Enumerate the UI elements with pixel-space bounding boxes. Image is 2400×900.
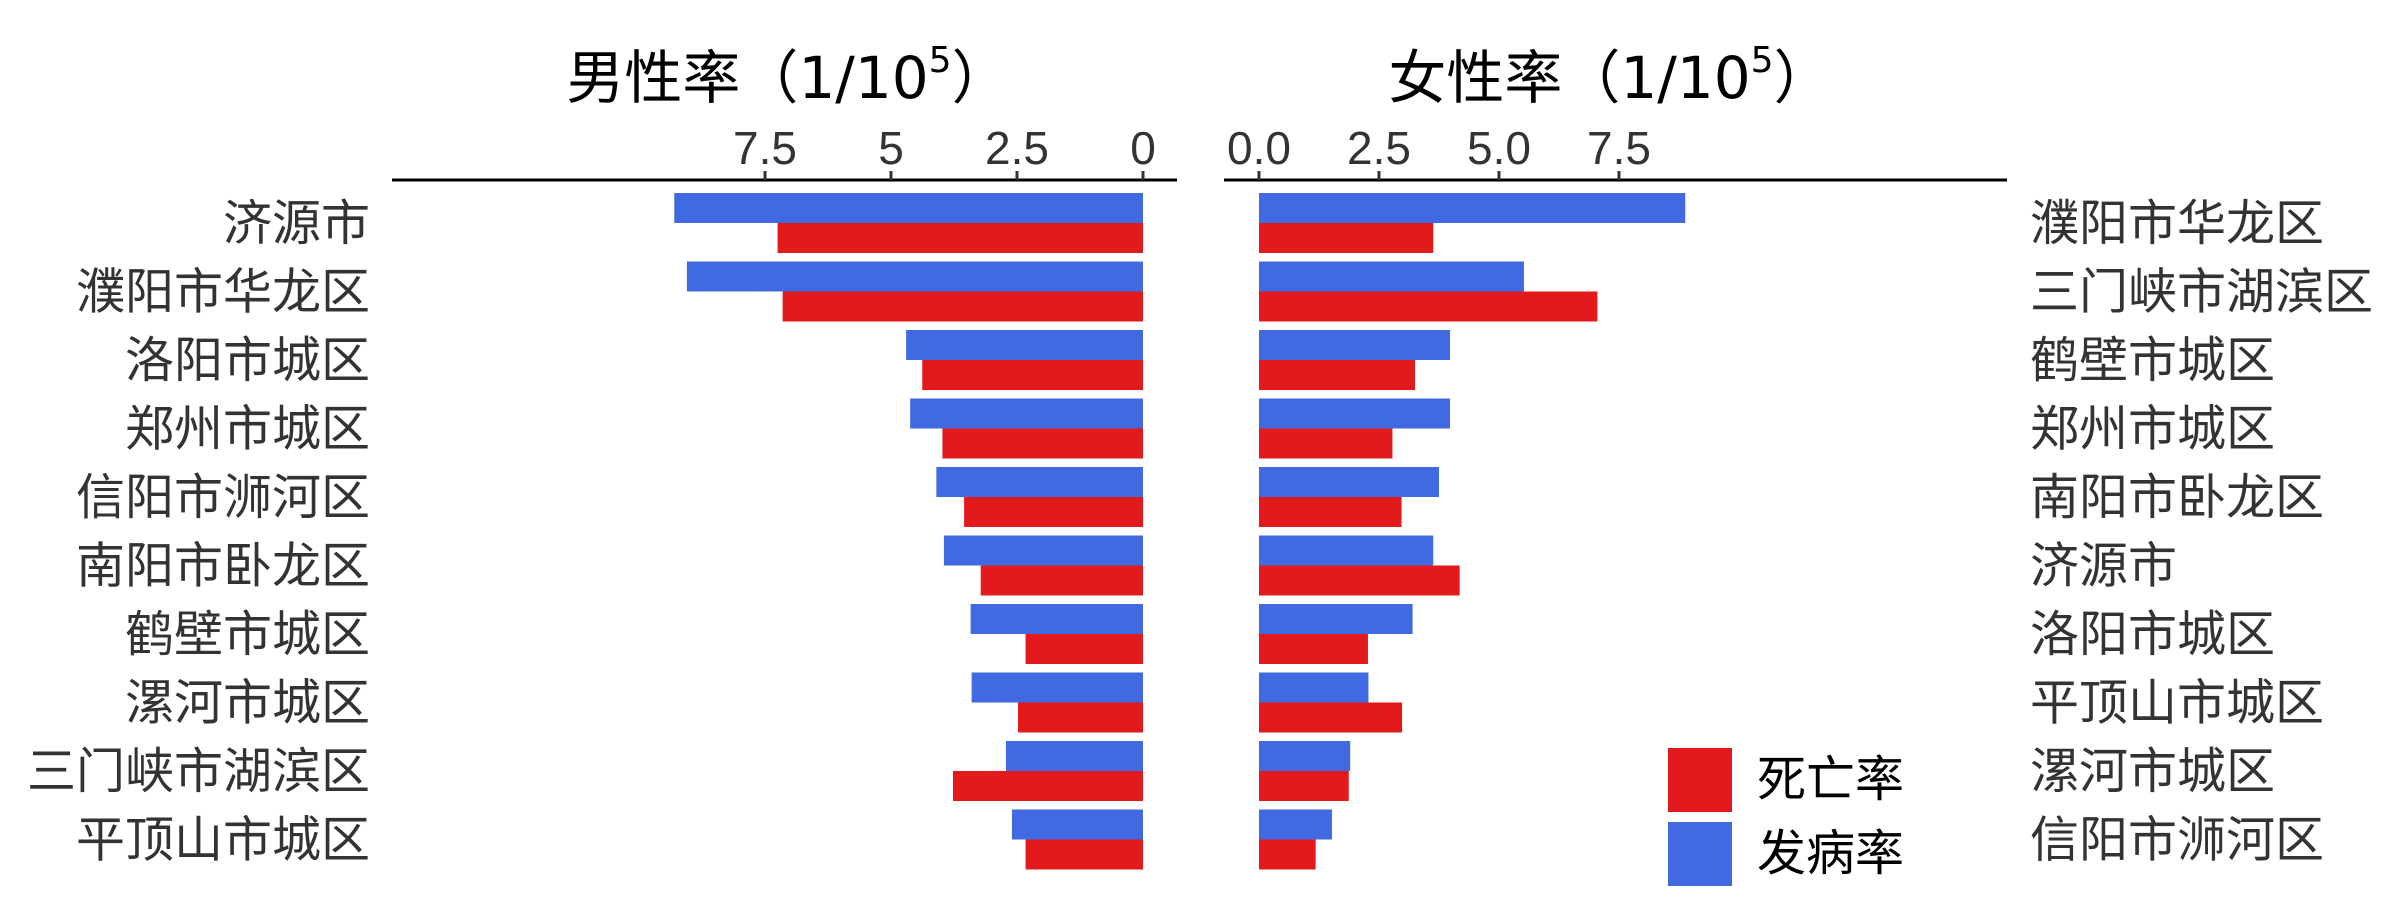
male-mortality-bar <box>1025 634 1143 664</box>
female-mortality-bar <box>1259 634 1368 664</box>
male-incidence-bar <box>970 604 1143 634</box>
male-title-exponent: 5 <box>929 40 952 81</box>
female-incidence-bar <box>1259 672 1369 703</box>
female-x-tick-label: 2.5 <box>1347 122 1411 174</box>
female-category-label: 济源市 <box>2030 538 2177 595</box>
female-mortality-bar <box>1259 839 1316 870</box>
female-incidence-bar <box>1259 261 1524 292</box>
female-incidence-bar <box>1259 193 1686 223</box>
female-category-label: 洛阳市城区 <box>2030 606 2275 663</box>
male-mortality-bar <box>980 565 1143 596</box>
male-rate-panel: 男性率（1/105） 7.5 5 2.5 0 济源市濮阳市华龙区洛阳市城区郑州市城区信阳… <box>27 40 1177 870</box>
female-incidence-bar <box>1259 604 1413 634</box>
male-x-tick-label: 5 <box>878 122 904 174</box>
male-category-label: 平顶山市城区 <box>76 812 370 869</box>
female-incidence-bar <box>1259 741 1351 771</box>
male-category-label: 济源市 <box>223 195 370 252</box>
female-x-tick-label: 5.0 <box>1467 122 1531 174</box>
male-category-label: 三门峡市湖滨区 <box>27 743 370 800</box>
male-category-label: 洛阳市城区 <box>125 332 370 389</box>
female-x-tick-label: 7.5 <box>1587 122 1651 174</box>
male-mortality-bar <box>964 497 1143 527</box>
male-incidence-bar <box>936 467 1143 497</box>
male-category-label: 信阳市浉河区 <box>76 469 370 526</box>
male-incidence-bar <box>674 193 1143 223</box>
female-mortality-bar <box>1259 223 1434 253</box>
male-incidence-bar <box>1005 741 1143 771</box>
male-incidence-bar <box>971 672 1143 703</box>
female-mortality-bar <box>1259 291 1598 322</box>
male-mortality-bar <box>942 428 1143 459</box>
legend-incidence-label: 发病率 <box>1757 825 1904 882</box>
female-mortality-bar <box>1259 702 1403 733</box>
female-panel-title: 女性率（1/105） <box>1388 40 1831 112</box>
female-incidence-bar <box>1259 535 1434 566</box>
male-incidence-bar <box>906 330 1143 360</box>
male-category-label: 鹤壁市城区 <box>125 606 370 663</box>
male-category-label: 郑州市城区 <box>125 401 370 458</box>
male-x-tick-label: 0 <box>1130 122 1156 174</box>
legend-incidence-swatch <box>1668 822 1732 886</box>
female-mortality-bar <box>1259 565 1460 596</box>
male-incidence-bar <box>686 261 1143 292</box>
female-category-label: 南阳市卧龙区 <box>2030 469 2324 526</box>
female-incidence-bar <box>1259 398 1451 429</box>
female-mortality-bar <box>1259 360 1415 390</box>
female-category-label: 平顶山市城区 <box>2030 675 2324 732</box>
female-mortality-bar <box>1259 428 1393 459</box>
male-mortality-bar <box>1025 839 1143 870</box>
female-title-exponent: 5 <box>1751 40 1774 81</box>
male-panel-title: 男性率（1/105） <box>566 40 1009 112</box>
male-mortality-bar <box>777 223 1143 253</box>
female-x-tick-label: 0.0 <box>1227 122 1291 174</box>
male-incidence-bar <box>1011 809 1143 840</box>
legend-mortality-swatch <box>1668 748 1732 812</box>
male-mortality-bar <box>782 291 1143 322</box>
legend: 死亡率 发病率 <box>1668 748 1904 886</box>
female-mortality-bar <box>1259 497 1402 527</box>
female-rate-panel: 女性率（1/105） 0.0 2.5 5.0 7.5 濮阳市华龙区三门峡市湖滨区鹤壁市城… <box>1224 40 2373 870</box>
female-category-label: 濮阳市华龙区 <box>2030 195 2324 252</box>
male-category-label: 南阳市卧龙区 <box>76 538 370 595</box>
female-category-label: 漯河市城区 <box>2030 743 2275 800</box>
male-x-tick-label: 2.5 <box>985 122 1049 174</box>
female-category-label: 三门峡市湖滨区 <box>2030 264 2373 321</box>
female-incidence-bar <box>1259 809 1332 840</box>
female-mortality-bar <box>1259 771 1349 801</box>
female-category-label: 鹤壁市城区 <box>2030 332 2275 389</box>
male-mortality-bar <box>952 771 1143 801</box>
male-x-tick-label: 7.5 <box>733 122 797 174</box>
male-incidence-bar <box>943 535 1143 566</box>
male-mortality-bar <box>922 360 1143 390</box>
male-incidence-bar <box>910 398 1143 429</box>
male-mortality-bar <box>1018 702 1143 733</box>
male-category-label: 漯河市城区 <box>125 675 370 732</box>
female-incidence-bar <box>1259 330 1451 360</box>
male-category-label: 濮阳市华龙区 <box>76 264 370 321</box>
female-incidence-bar <box>1259 467 1439 497</box>
female-category-label: 信阳市浉河区 <box>2030 812 2324 869</box>
female-category-label: 郑州市城区 <box>2030 401 2275 458</box>
legend-mortality-label: 死亡率 <box>1757 751 1904 808</box>
